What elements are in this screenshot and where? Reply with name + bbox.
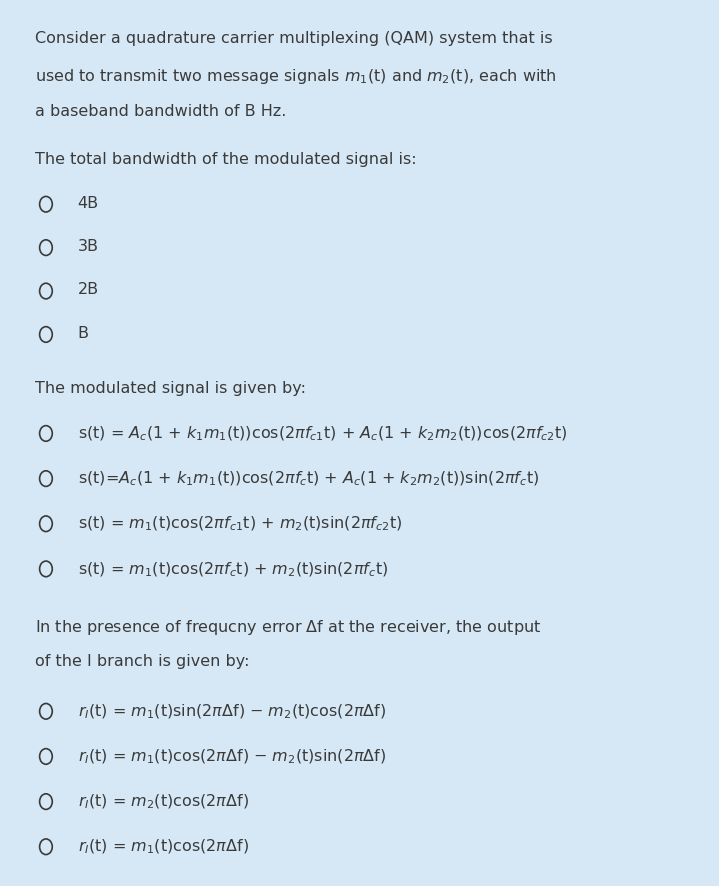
Text: s(t) = $m_1$(t)cos(2$\pi f_{c1}$t) + $m_2$(t)sin(2$\pi f_{c2}$t): s(t) = $m_1$(t)cos(2$\pi f_{c1}$t) + $m_… — [78, 515, 402, 533]
Text: The total bandwidth of the modulated signal is:: The total bandwidth of the modulated sig… — [35, 152, 417, 167]
Text: $r_I$(t) = $m_1$(t)sin(2$\pi\Delta$f) $-$ $m_2$(t)cos(2$\pi\Delta$f): $r_I$(t) = $m_1$(t)sin(2$\pi\Delta$f) $-… — [78, 703, 386, 721]
Text: In the presence of frequcny error $\Delta$f at the receiver, the output: In the presence of frequcny error $\Delt… — [35, 618, 541, 636]
Text: B: B — [78, 326, 88, 341]
Text: s(t) = $m_1$(t)cos(2$\pi f_c$t) + $m_2$(t)sin(2$\pi f_c$t): s(t) = $m_1$(t)cos(2$\pi f_c$t) + $m_2$(… — [78, 560, 388, 579]
Text: The modulated signal is given by:: The modulated signal is given by: — [35, 381, 306, 396]
Text: Consider a quadrature carrier multiplexing (QAM) system that is: Consider a quadrature carrier multiplexi… — [35, 31, 553, 45]
Text: 4B: 4B — [78, 196, 99, 211]
Text: $r_I$(t) = $m_1$(t)cos(2$\pi\Delta$f) $-$ $m_2$(t)sin(2$\pi\Delta$f): $r_I$(t) = $m_1$(t)cos(2$\pi\Delta$f) $-… — [78, 748, 386, 766]
Text: $r_I$(t) = $m_2$(t)cos(2$\pi\Delta$f): $r_I$(t) = $m_2$(t)cos(2$\pi\Delta$f) — [78, 793, 249, 812]
Text: s(t) = $A_c$(1 + $k_1 m_1$(t))cos(2$\pi f_{c1}$t) + $A_c$(1 + $k_2 m_2$(t))cos(2: s(t) = $A_c$(1 + $k_1 m_1$(t))cos(2$\pi … — [78, 424, 567, 443]
Text: 3B: 3B — [78, 239, 99, 254]
Text: 2B: 2B — [78, 283, 99, 298]
Text: used to transmit two message signals $m_1$(t) and $m_2$(t), each with: used to transmit two message signals $m_… — [35, 67, 557, 86]
Text: s(t)=$A_c$(1 + $k_1 m_1$(t))cos(2$\pi f_c$t) + $A_c$(1 + $k_2 m_2$(t))sin(2$\pi : s(t)=$A_c$(1 + $k_1 m_1$(t))cos(2$\pi f_… — [78, 470, 539, 488]
Text: $r_I$(t) = $m_1$(t)cos(2$\pi\Delta$f): $r_I$(t) = $m_1$(t)cos(2$\pi\Delta$f) — [78, 838, 249, 857]
Text: a baseband bandwidth of B Hz.: a baseband bandwidth of B Hz. — [35, 104, 287, 119]
Text: of the I branch is given by:: of the I branch is given by: — [35, 654, 250, 669]
